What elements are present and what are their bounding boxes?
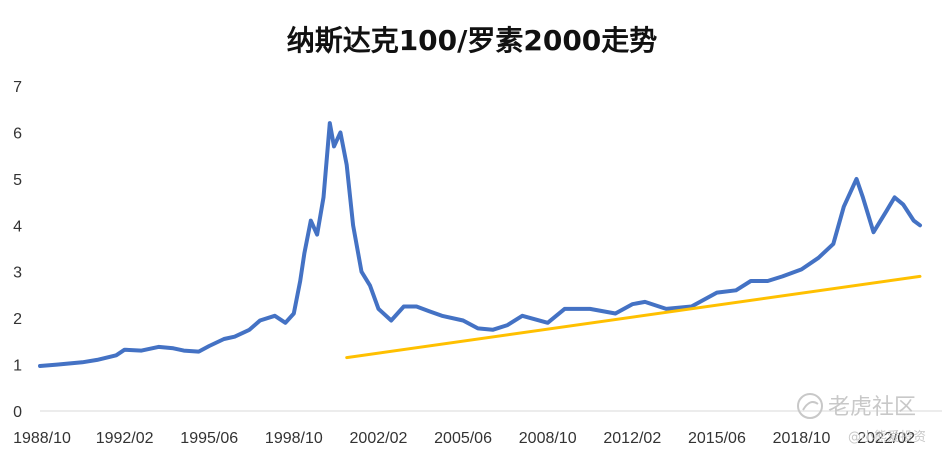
- watermark: 老虎社区 @小熊爱投资: [797, 393, 926, 445]
- x-tick-label: 1988/10: [13, 430, 71, 447]
- y-tick-label: 6: [13, 125, 22, 142]
- x-tick-label: 2022/02: [857, 430, 915, 447]
- y-axis-ticks: 0 1 2 3 4 5 6 7: [13, 79, 22, 421]
- series-line-trend: [345, 274, 922, 360]
- x-tick-label: 2018/10: [773, 430, 831, 447]
- watermark-handle: @小熊爱投资: [848, 429, 926, 445]
- x-tick-label: 1998/10: [265, 430, 323, 447]
- x-tick-label: 2012/02: [603, 430, 661, 447]
- x-tick-label: 2015/06: [688, 430, 746, 447]
- y-tick-label: 0: [13, 404, 22, 421]
- watermark-brand: 老虎社区: [828, 395, 916, 420]
- y-tick-label: 2: [13, 311, 22, 328]
- chart-title: 纳斯达克100/罗素2000走势: [287, 24, 658, 57]
- series-layer: [38, 121, 922, 368]
- y-tick-label: 5: [13, 172, 22, 189]
- x-tick-label: 2002/02: [350, 430, 408, 447]
- x-tick-label: 1992/02: [96, 430, 154, 447]
- y-tick-label: 4: [13, 218, 22, 235]
- tiger-logo-icon: [797, 393, 823, 419]
- y-tick-label: 3: [13, 265, 22, 282]
- y-tick-label: 7: [13, 79, 22, 96]
- x-tick-label: 2008/10: [519, 430, 577, 447]
- y-tick-label: 1: [13, 358, 22, 375]
- x-tick-label: 1995/06: [180, 430, 238, 447]
- series-line-ratio: [38, 121, 922, 368]
- x-tick-label: 2005/06: [434, 430, 492, 447]
- x-axis-ticks: 1988/10 1992/02 1995/06 1998/10 2002/02 2005/…: [13, 430, 915, 447]
